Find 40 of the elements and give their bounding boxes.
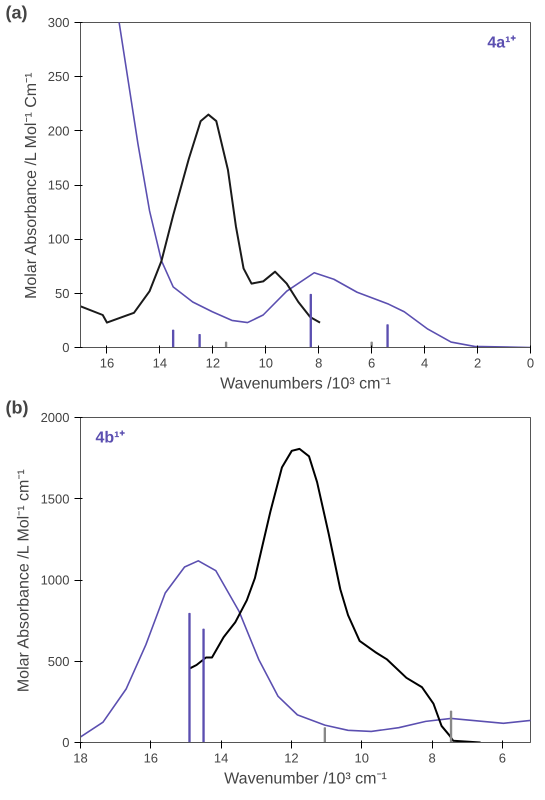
x-tick-label: 16 xyxy=(100,356,114,370)
line-series xyxy=(118,22,530,348)
text: 4a¹⁺ xyxy=(487,34,516,52)
x-tick-label: 8 xyxy=(315,356,322,370)
x-tick-label: 10 xyxy=(258,356,274,370)
x-tick-label: 12 xyxy=(284,750,299,766)
y-tick-label: 1000 xyxy=(40,572,70,588)
text: (b) xyxy=(6,398,28,418)
x-tick-label: 8 xyxy=(428,750,436,766)
x-tick-label: 14 xyxy=(152,356,168,370)
x-tick-label: 12 xyxy=(206,356,220,370)
x-tick-label: 0 xyxy=(526,356,534,370)
y-tick-label: 50 xyxy=(55,286,70,301)
line-series xyxy=(188,448,482,742)
x-axis-title: Wavenumbers /10³ cm⁻¹ xyxy=(220,376,391,392)
line-series xyxy=(80,560,530,738)
y-tick-label: 300 xyxy=(48,15,70,30)
text: 4b¹⁺ xyxy=(96,430,126,446)
x-tick-label: 16 xyxy=(144,750,158,766)
y-tick-label: 150 xyxy=(48,178,70,192)
y-axis-title: Molar Absorbance /L Mol⁻¹ Cm⁻¹ xyxy=(22,72,40,299)
x-tick-label: 2 xyxy=(474,356,482,370)
text: (a) xyxy=(6,2,28,22)
line-series xyxy=(80,114,322,324)
x-tick-label: 4 xyxy=(421,356,428,370)
x-tick-label: 14 xyxy=(214,750,228,766)
y-tick-label: 500 xyxy=(48,654,70,669)
x-tick-label: 10 xyxy=(354,750,369,766)
y-axis-title: Molar Absorbance /L Mol⁻¹ cm⁻¹ xyxy=(16,469,33,692)
y-tick-label: 250 xyxy=(48,69,70,84)
y-tick-label: 1500 xyxy=(40,491,70,506)
x-tick-label: 6 xyxy=(498,750,506,766)
x-tick-label: 18 xyxy=(73,750,88,766)
x-axis-title: Wavenumber /10³ cm⁻¹ xyxy=(224,770,387,788)
x-tick-label: 6 xyxy=(368,356,376,370)
y-tick-label: 200 xyxy=(48,123,70,138)
y-tick-label: 2000 xyxy=(40,410,70,425)
y-tick-label: 100 xyxy=(48,232,70,247)
y-tick-label: 0 xyxy=(62,340,70,355)
y-tick-label: 0 xyxy=(62,735,70,750)
